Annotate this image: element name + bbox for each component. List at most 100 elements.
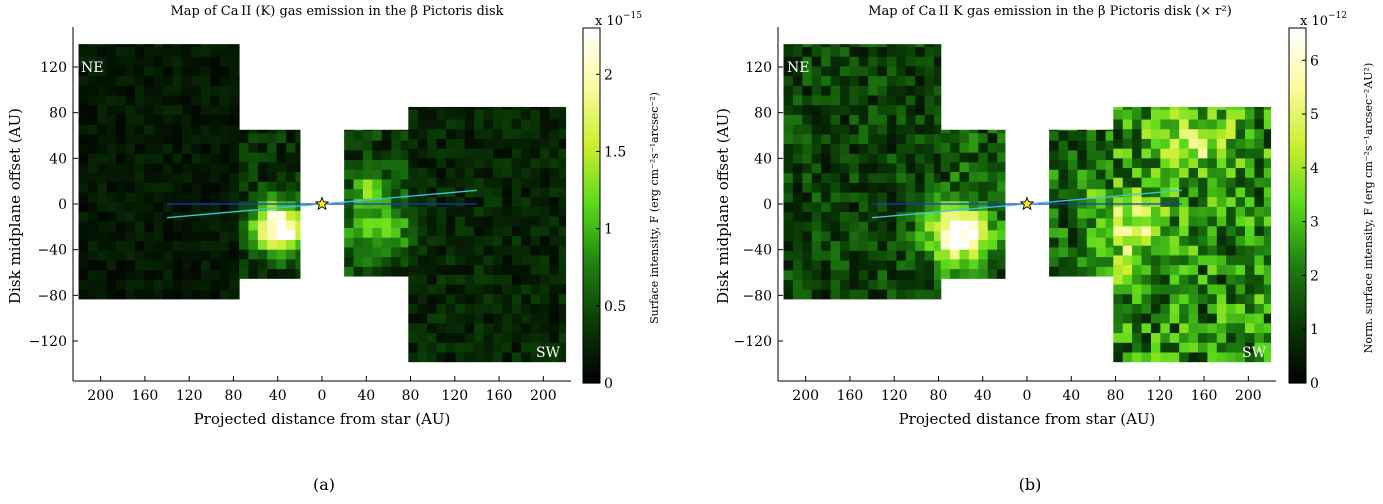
heatmap-cell bbox=[1169, 225, 1180, 237]
heatmap-cell bbox=[934, 133, 942, 145]
heatmap-cell bbox=[229, 46, 240, 57]
heatmap-cell bbox=[78, 56, 89, 67]
colorbar-swatch bbox=[583, 57, 600, 62]
heatmap-cell bbox=[1235, 206, 1246, 217]
heatmap-cell bbox=[483, 264, 494, 275]
heatmap-cell bbox=[511, 148, 522, 159]
heatmap-cell bbox=[858, 124, 869, 135]
heatmap-cell bbox=[191, 172, 202, 183]
heatmap-cell bbox=[1096, 266, 1107, 277]
colorbar-swatch bbox=[1289, 96, 1306, 100]
heatmap-cell bbox=[182, 65, 193, 77]
heatmap-cell bbox=[344, 266, 355, 277]
heatmap-cell bbox=[163, 44, 174, 48]
heatmap-cell bbox=[229, 133, 240, 145]
heatmap-cell bbox=[381, 149, 392, 161]
heatmap-cell bbox=[1113, 157, 1124, 169]
colorbar-swatch bbox=[583, 353, 600, 357]
heatmap-cell bbox=[1132, 245, 1143, 256]
heatmap-cell bbox=[408, 254, 419, 266]
heatmap-cell bbox=[521, 157, 532, 169]
heatmap-cell bbox=[229, 279, 240, 290]
heatmap-cell bbox=[924, 114, 935, 125]
colorbar-swatch bbox=[1289, 303, 1306, 307]
heatmap-cell bbox=[153, 114, 164, 125]
heatmap-cell bbox=[858, 65, 869, 77]
heatmap-cell bbox=[455, 106, 466, 110]
heatmap-cell bbox=[191, 230, 202, 242]
heatmap-cell bbox=[417, 148, 428, 159]
colorbar-swatch bbox=[583, 338, 600, 343]
heatmap-cell bbox=[978, 132, 989, 143]
heatmap-cell bbox=[455, 303, 466, 314]
heatmap-cell bbox=[474, 128, 485, 139]
heatmap-cell bbox=[540, 167, 551, 178]
heatmap-cell bbox=[887, 44, 898, 48]
colorbar-swatch bbox=[583, 279, 600, 284]
heatmap-cell bbox=[219, 211, 230, 222]
heatmap-cell bbox=[172, 56, 183, 67]
heatmap-cell bbox=[558, 235, 567, 246]
heatmap-cell bbox=[1105, 149, 1114, 161]
heatmap-cell bbox=[530, 186, 541, 198]
heatmap-cell bbox=[210, 289, 221, 300]
heatmap-cell bbox=[78, 44, 89, 48]
heatmap-cell bbox=[1235, 215, 1246, 227]
heatmap-cell bbox=[521, 138, 532, 149]
heatmap-cell bbox=[1169, 351, 1180, 363]
heatmap-cell bbox=[408, 215, 419, 227]
heatmap-cell bbox=[1160, 245, 1171, 256]
heatmap-cell bbox=[877, 94, 888, 106]
heatmap-cell bbox=[372, 217, 383, 229]
heatmap-cell bbox=[464, 322, 475, 334]
heatmap-cell bbox=[483, 274, 494, 285]
heatmap-cell bbox=[163, 289, 174, 300]
heatmap-cell bbox=[502, 109, 513, 120]
heatmap-cell bbox=[802, 240, 813, 251]
heatmap-cell bbox=[1226, 167, 1237, 178]
heatmap-cell bbox=[134, 65, 145, 77]
heatmap-cell bbox=[78, 289, 89, 300]
heatmap-cell bbox=[427, 332, 438, 343]
heatmap-cell bbox=[492, 177, 503, 188]
heatmap-cell bbox=[1150, 322, 1161, 334]
heatmap-cell bbox=[783, 143, 794, 154]
heatmap-cell bbox=[1160, 322, 1171, 334]
heatmap-cell bbox=[1263, 128, 1272, 139]
heatmap-cell bbox=[87, 182, 98, 193]
colorbar-swatch bbox=[583, 223, 600, 227]
heatmap-cell bbox=[163, 56, 174, 67]
heatmap-cell bbox=[521, 186, 532, 198]
heatmap-cell bbox=[959, 190, 970, 202]
colorbar-swatch bbox=[583, 48, 600, 53]
heatmap-cell bbox=[849, 124, 860, 135]
heatmap-cell bbox=[1254, 157, 1265, 169]
heatmap-cell bbox=[558, 118, 567, 130]
heatmap-cell bbox=[1245, 283, 1256, 295]
heatmap-cell bbox=[1150, 342, 1161, 353]
heatmap-cell bbox=[144, 269, 155, 280]
heatmap-cell bbox=[372, 159, 383, 170]
heatmap-cell bbox=[134, 182, 145, 193]
heatmap-cell bbox=[1105, 169, 1114, 180]
heatmap-cell bbox=[1086, 227, 1097, 238]
heatmap-cell bbox=[455, 206, 466, 217]
heatmap-cell bbox=[106, 201, 117, 213]
heatmap-cell bbox=[924, 250, 935, 261]
heatmap-cell bbox=[125, 133, 136, 145]
heatmap-cell bbox=[830, 182, 841, 193]
heatmap-cell bbox=[830, 114, 841, 125]
heatmap-cell bbox=[802, 104, 813, 115]
heatmap-cell bbox=[1113, 128, 1124, 139]
heatmap-cell bbox=[125, 56, 136, 67]
colorbar-swatch bbox=[1289, 279, 1306, 284]
heatmap-cell bbox=[1188, 235, 1199, 246]
heatmap-cell bbox=[868, 104, 879, 115]
heatmap-cell bbox=[1049, 256, 1060, 267]
heatmap-cell bbox=[905, 104, 916, 115]
heatmap-cell bbox=[1188, 177, 1199, 188]
heatmap-cell bbox=[172, 143, 183, 154]
heatmap-cell bbox=[1096, 130, 1107, 141]
heatmap-cell bbox=[839, 65, 850, 77]
panel-b-sw-label: SW bbox=[1242, 345, 1267, 361]
